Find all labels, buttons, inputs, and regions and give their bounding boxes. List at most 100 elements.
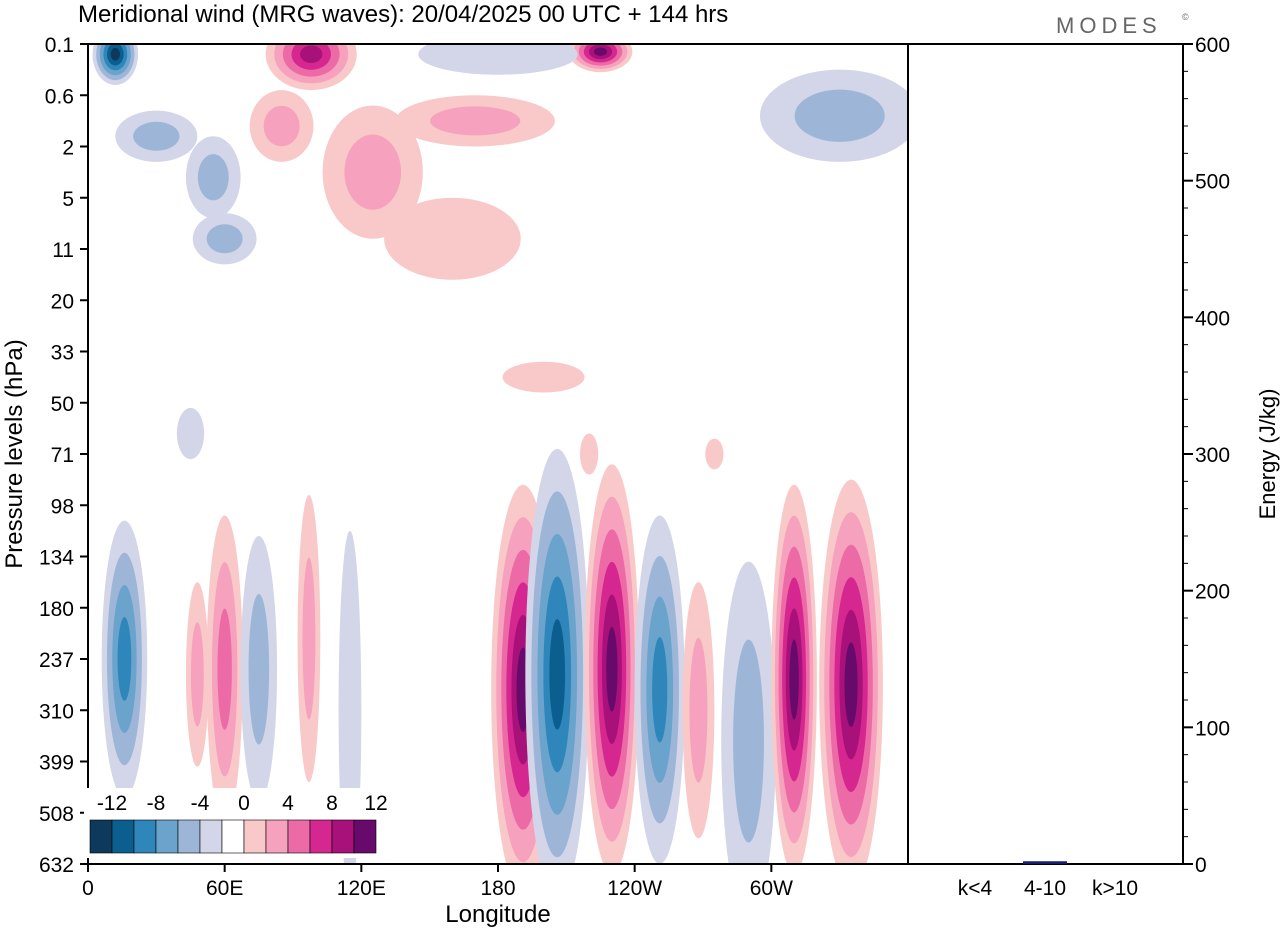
colorbar-cell <box>221 819 245 854</box>
contour-band <box>248 593 270 745</box>
energy-panel: 0 100 200 300 400 500 600 k<4 4-10 k>10 Energy (… <box>907 34 1280 900</box>
colorbar-cell <box>89 819 113 854</box>
contour-band <box>844 642 858 727</box>
energy-bars <box>1023 861 1067 864</box>
contour-band <box>206 224 243 254</box>
brand-name: MODES <box>1056 13 1162 38</box>
pressure-tick-label: 180 <box>39 598 74 621</box>
contour-band <box>338 530 362 864</box>
energy-tick-label: 400 <box>1195 307 1230 330</box>
colorbar-cell <box>155 819 179 854</box>
colorbar-cell <box>309 819 333 854</box>
contour-band <box>117 617 132 701</box>
pressure-tick-label: 134 <box>39 547 74 570</box>
pressure-axis: 0.1 0.6 2 5 11 20 33 50 71 98 134 180 237 310 399 508 63… <box>39 34 88 877</box>
colorbar-tick-label: -8 <box>147 792 166 815</box>
chart-title: Meridional wind (MRG waves): 20/04/2025 … <box>78 1 728 28</box>
contour-band <box>110 47 121 61</box>
pressure-tick-label: 0.6 <box>45 85 74 108</box>
contour-band <box>300 45 323 64</box>
contour-band <box>652 637 668 743</box>
energy-categories: k<4 4-10 k>10 <box>958 877 1138 900</box>
contour-band <box>418 44 578 75</box>
pressure-tick-label: 71 <box>51 444 74 467</box>
contour-band <box>344 134 402 210</box>
contour-band <box>217 608 232 730</box>
energy-category-label: k>10 <box>1092 877 1138 900</box>
x-axis-label: Longitude <box>445 901 550 928</box>
contour-band <box>263 105 300 147</box>
colorbar: -12 -8 -4 0 4 8 12 <box>84 788 388 858</box>
contour-band <box>430 106 521 136</box>
brand-mark: © <box>1182 12 1189 22</box>
colorbar-cell <box>177 819 201 854</box>
pressure-tick-label: 399 <box>39 752 74 775</box>
energy-tick-label: 600 <box>1195 34 1230 57</box>
energy-bar <box>1023 861 1067 864</box>
contour-band <box>606 626 618 712</box>
contour-band <box>580 433 599 475</box>
colorbar-cell <box>199 819 223 854</box>
energy-tick-label: 500 <box>1195 171 1230 194</box>
energy-tick-label: 200 <box>1195 581 1230 604</box>
contour-band <box>794 89 885 142</box>
energy-tick-label: 100 <box>1195 717 1230 740</box>
contour-band <box>190 622 204 727</box>
longitude-tick-label: 60E <box>206 877 243 900</box>
colorbar-tick-label: -4 <box>191 792 210 815</box>
contour-band <box>549 619 566 730</box>
contour-band <box>789 639 799 720</box>
longitude-tick-label: 60W <box>750 877 793 900</box>
contour-band <box>689 637 708 783</box>
y-axis-label: Pressure levels (hPa) <box>1 339 28 568</box>
pressure-tick-label: 310 <box>39 700 74 723</box>
colorbar-cell <box>111 819 135 854</box>
contour-layer <box>92 44 908 864</box>
colorbar-cell <box>243 819 267 854</box>
colorbar-cell <box>287 819 311 854</box>
energy-tick-label: 0 <box>1195 854 1207 877</box>
energy-axis: 0 100 200 300 400 500 600 <box>1183 34 1230 877</box>
colorbar-cell <box>265 819 289 854</box>
colorbar-cell <box>331 819 355 854</box>
colorbar-tick-label: 0 <box>238 792 250 815</box>
colorbar-cell <box>133 819 157 854</box>
contour-band <box>197 154 229 201</box>
pressure-tick-label: 20 <box>51 290 74 313</box>
pressure-tick-label: 0.1 <box>45 34 74 57</box>
pressure-tick-label: 632 <box>39 854 74 877</box>
contour-band <box>176 407 205 460</box>
colorbar-cell <box>353 819 377 854</box>
longitude-tick-label: 0 <box>82 877 94 900</box>
contour-band <box>733 639 765 843</box>
pressure-tick-label: 33 <box>51 342 74 365</box>
energy-category-label: 4-10 <box>1024 877 1066 900</box>
longitude-tick-label: 120E <box>337 877 386 900</box>
contour-band <box>593 47 608 56</box>
pressure-tick-label: 237 <box>39 649 74 672</box>
pressure-tick-label: 11 <box>52 239 74 262</box>
longitude-axis: 0 60E 120E 180 120W 60W <box>82 864 793 900</box>
longitude-tick-label: 120W <box>607 877 662 900</box>
contour-band <box>384 197 521 280</box>
pressure-tick-label: 508 <box>39 803 74 826</box>
energy-tick-label: 300 <box>1195 444 1230 467</box>
wind-heatmap <box>92 44 908 864</box>
energy-axis-label: Energy (J/kg) <box>1255 389 1280 520</box>
energy-frame <box>907 43 1184 865</box>
pressure-tick-label: 50 <box>51 393 74 416</box>
pressure-tick-label: 2 <box>62 137 74 160</box>
energy-category-label: k<4 <box>958 877 993 900</box>
brand-logo: MODES © <box>1056 12 1189 38</box>
colorbar-tick-label: 4 <box>282 792 294 815</box>
contour-band <box>502 361 585 393</box>
contour-band <box>705 438 724 470</box>
colorbar-tick-label: 12 <box>364 792 387 815</box>
pressure-tick-label: 98 <box>51 495 74 518</box>
contour-band <box>133 121 180 151</box>
pressure-tick-label: 5 <box>62 188 74 211</box>
colorbar-tick-label: -12 <box>97 792 127 815</box>
contour-band <box>302 557 316 720</box>
longitude-tick-label: 180 <box>480 877 515 900</box>
